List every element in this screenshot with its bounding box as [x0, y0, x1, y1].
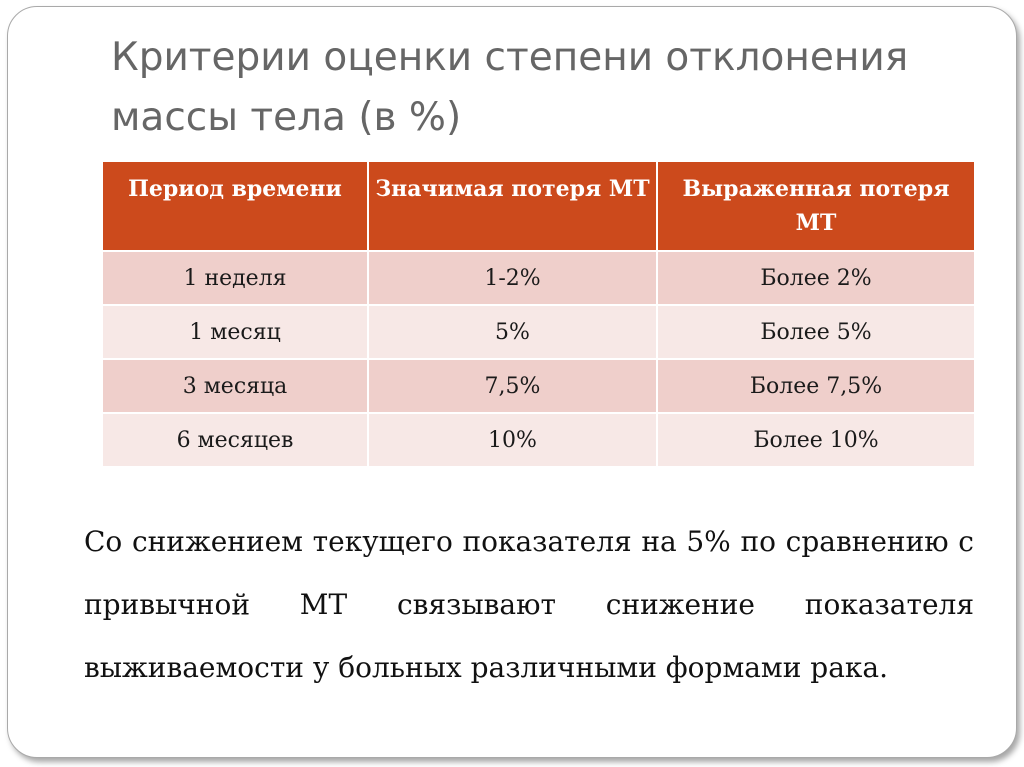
cell-significant-loss: 1-2% — [367, 250, 658, 306]
cell-pronounced-loss: Более 10% — [656, 412, 976, 468]
slide-title: Критерии оценки степени отклонения массы… — [111, 35, 909, 140]
cell-pronounced-loss: Более 2% — [656, 250, 976, 306]
cell-period: 6 месяцев — [101, 412, 369, 468]
table-row: 3 месяца 7,5% Более 7,5% — [101, 358, 976, 414]
table-row: 1 месяц 5% Более 5% — [101, 304, 976, 360]
cell-significant-loss: 5% — [367, 304, 658, 360]
header-pronounced-loss: Выраженная потеря МТ — [656, 160, 976, 252]
header-period: Период времени — [101, 160, 369, 252]
table-row: 6 месяцев 10% Более 10% — [101, 412, 976, 468]
cell-significant-loss: 7,5% — [367, 358, 658, 414]
cell-period: 3 месяца — [101, 358, 369, 414]
cell-period: 1 неделя — [101, 250, 369, 306]
table-row: 1 неделя 1-2% Более 2% — [101, 250, 976, 306]
note-paragraph: Со снижением текущего показателя на 5% п… — [84, 525, 974, 684]
criteria-table: Период времени Значимая потеря МТ Выраже… — [101, 160, 976, 468]
cell-pronounced-loss: Более 5% — [656, 304, 976, 360]
header-significant-loss: Значимая потеря МТ — [367, 160, 658, 252]
cell-significant-loss: 10% — [367, 412, 658, 468]
table-header-row: Период времени Значимая потеря МТ Выраже… — [101, 160, 976, 252]
cell-period: 1 месяц — [101, 304, 369, 360]
cell-pronounced-loss: Более 7,5% — [656, 358, 976, 414]
